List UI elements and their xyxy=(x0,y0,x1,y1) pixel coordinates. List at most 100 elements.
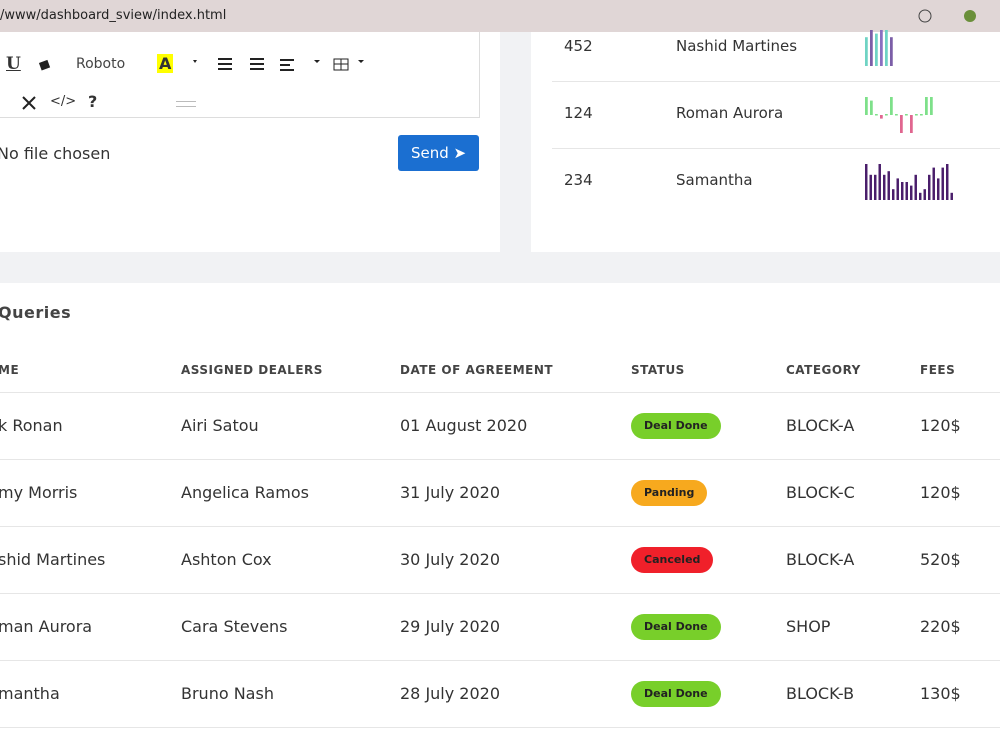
spark-bar xyxy=(865,37,868,66)
color-btn[interactable]: A xyxy=(157,54,174,73)
help-btn[interactable]: ? xyxy=(88,92,98,111)
cell: 120$ xyxy=(920,483,961,502)
row-separator xyxy=(552,148,1000,149)
cell: 30 July 2020 xyxy=(400,550,501,569)
spark-bar xyxy=(865,164,868,200)
cell: 520$ xyxy=(920,550,961,569)
spark-bar xyxy=(914,174,917,200)
card-title: Queries xyxy=(0,303,72,322)
spark-bar xyxy=(870,100,873,115)
spark-bar xyxy=(950,192,953,200)
editor xyxy=(0,32,480,118)
cell: 28 July 2020 xyxy=(400,684,501,703)
cell: Cara Stevens xyxy=(181,617,288,636)
spark-bar xyxy=(920,114,923,116)
cell: 220$ xyxy=(920,617,961,636)
spark-bar xyxy=(869,174,872,200)
cell: Angelica Ramos xyxy=(181,483,309,502)
fullscreen-btn[interactable] xyxy=(22,96,36,110)
spark-bar xyxy=(923,189,926,200)
code-btn[interactable]: </> xyxy=(50,94,77,109)
spark-bar xyxy=(874,174,877,200)
spark-bar xyxy=(910,185,913,200)
cell: 120$ xyxy=(920,416,961,435)
row-separator xyxy=(0,459,1000,460)
spark-bar xyxy=(905,182,908,200)
row-separator xyxy=(0,660,1000,661)
column-header: STATUS xyxy=(631,363,685,377)
send-label: Send xyxy=(410,144,449,162)
row-id: 124 xyxy=(564,104,593,122)
cell: BLOCK-A xyxy=(786,550,855,569)
status-badge: Deal Done xyxy=(631,413,721,439)
column-header: ASSIGNED DEALERS xyxy=(181,363,323,377)
spark-bar xyxy=(910,115,913,133)
eraser-btn[interactable] xyxy=(38,58,52,72)
cell: 130$ xyxy=(920,684,961,703)
cell: SHOP xyxy=(786,617,831,636)
cell: my Morris xyxy=(0,483,78,502)
spark-bar xyxy=(890,97,893,115)
underline-btn[interactable]: U xyxy=(6,54,21,74)
spark-bar xyxy=(905,114,908,116)
row-separator xyxy=(0,526,1000,527)
cell: mantha xyxy=(0,684,60,703)
spark-bar xyxy=(878,164,881,200)
cell: man Aurora xyxy=(0,617,93,636)
column-header: FEES xyxy=(920,363,956,377)
send-button[interactable]: Send ➤ xyxy=(398,135,479,171)
spark-bar xyxy=(887,171,890,200)
spark-bar xyxy=(865,97,868,115)
spark-bar xyxy=(928,174,931,200)
sparkline xyxy=(865,164,953,200)
spark-bar xyxy=(883,174,886,200)
spark-bar xyxy=(875,33,878,66)
spark-bar xyxy=(937,178,940,200)
spark-bar xyxy=(895,114,898,116)
cell: Bruno Nash xyxy=(181,684,274,703)
spark-bar xyxy=(946,164,949,200)
row-name: Nashid Martines xyxy=(676,37,798,55)
spark-bar xyxy=(919,192,922,200)
row-separator xyxy=(0,392,1000,393)
toolbar-icons xyxy=(193,58,364,71)
status-badge: Deal Done xyxy=(631,681,721,707)
cell: 29 July 2020 xyxy=(400,617,501,636)
spark-bar xyxy=(880,115,883,119)
browser-bar: /www/dashboard_sview/index.html xyxy=(0,0,1000,32)
editor-card: U Roboto A </> ? No file chosen Send ➤ xyxy=(0,32,500,252)
column-header: CATEGORY xyxy=(786,363,861,377)
cell: Ashton Cox xyxy=(181,550,272,569)
spark-bar xyxy=(890,37,893,66)
spark-bar xyxy=(925,97,928,115)
status-badge: Deal Done xyxy=(631,614,721,640)
spark-bar xyxy=(885,30,888,66)
spark-bar xyxy=(870,30,873,66)
spark-bar xyxy=(930,97,933,115)
status-badge: Canceled xyxy=(631,547,714,573)
cell: BLOCK-A xyxy=(786,416,855,435)
url[interactable]: /www/dashboard_sview/index.html xyxy=(0,8,227,23)
spark-bar xyxy=(915,114,918,116)
spark-bar xyxy=(900,115,903,133)
file-status: No file chosen xyxy=(0,144,111,163)
spark-bar xyxy=(941,167,944,200)
row-separator xyxy=(0,727,1000,728)
queries-card: Queries ME ASSIGNED DEALERS DATE OF AGREEM… xyxy=(0,283,1000,750)
row-name: Samantha xyxy=(676,171,753,189)
font-select[interactable]: Roboto xyxy=(76,56,126,72)
column-header: DATE OF AGREEMENT xyxy=(400,363,554,377)
row-id: 234 xyxy=(564,171,593,189)
recent-card: 452 Nashid Martines 124 Roman Aurora 234 Sama… xyxy=(531,30,1000,252)
sparkline xyxy=(865,97,933,133)
row-id: 452 xyxy=(564,37,593,55)
sparkline xyxy=(865,30,893,66)
spark-bar xyxy=(932,167,935,200)
row-name: Roman Aurora xyxy=(676,104,784,122)
cell: Airi Satou xyxy=(181,416,259,435)
spark-bar xyxy=(885,114,888,116)
cell: 31 July 2020 xyxy=(400,483,501,502)
row-separator xyxy=(552,81,1000,82)
row-separator xyxy=(0,593,1000,594)
